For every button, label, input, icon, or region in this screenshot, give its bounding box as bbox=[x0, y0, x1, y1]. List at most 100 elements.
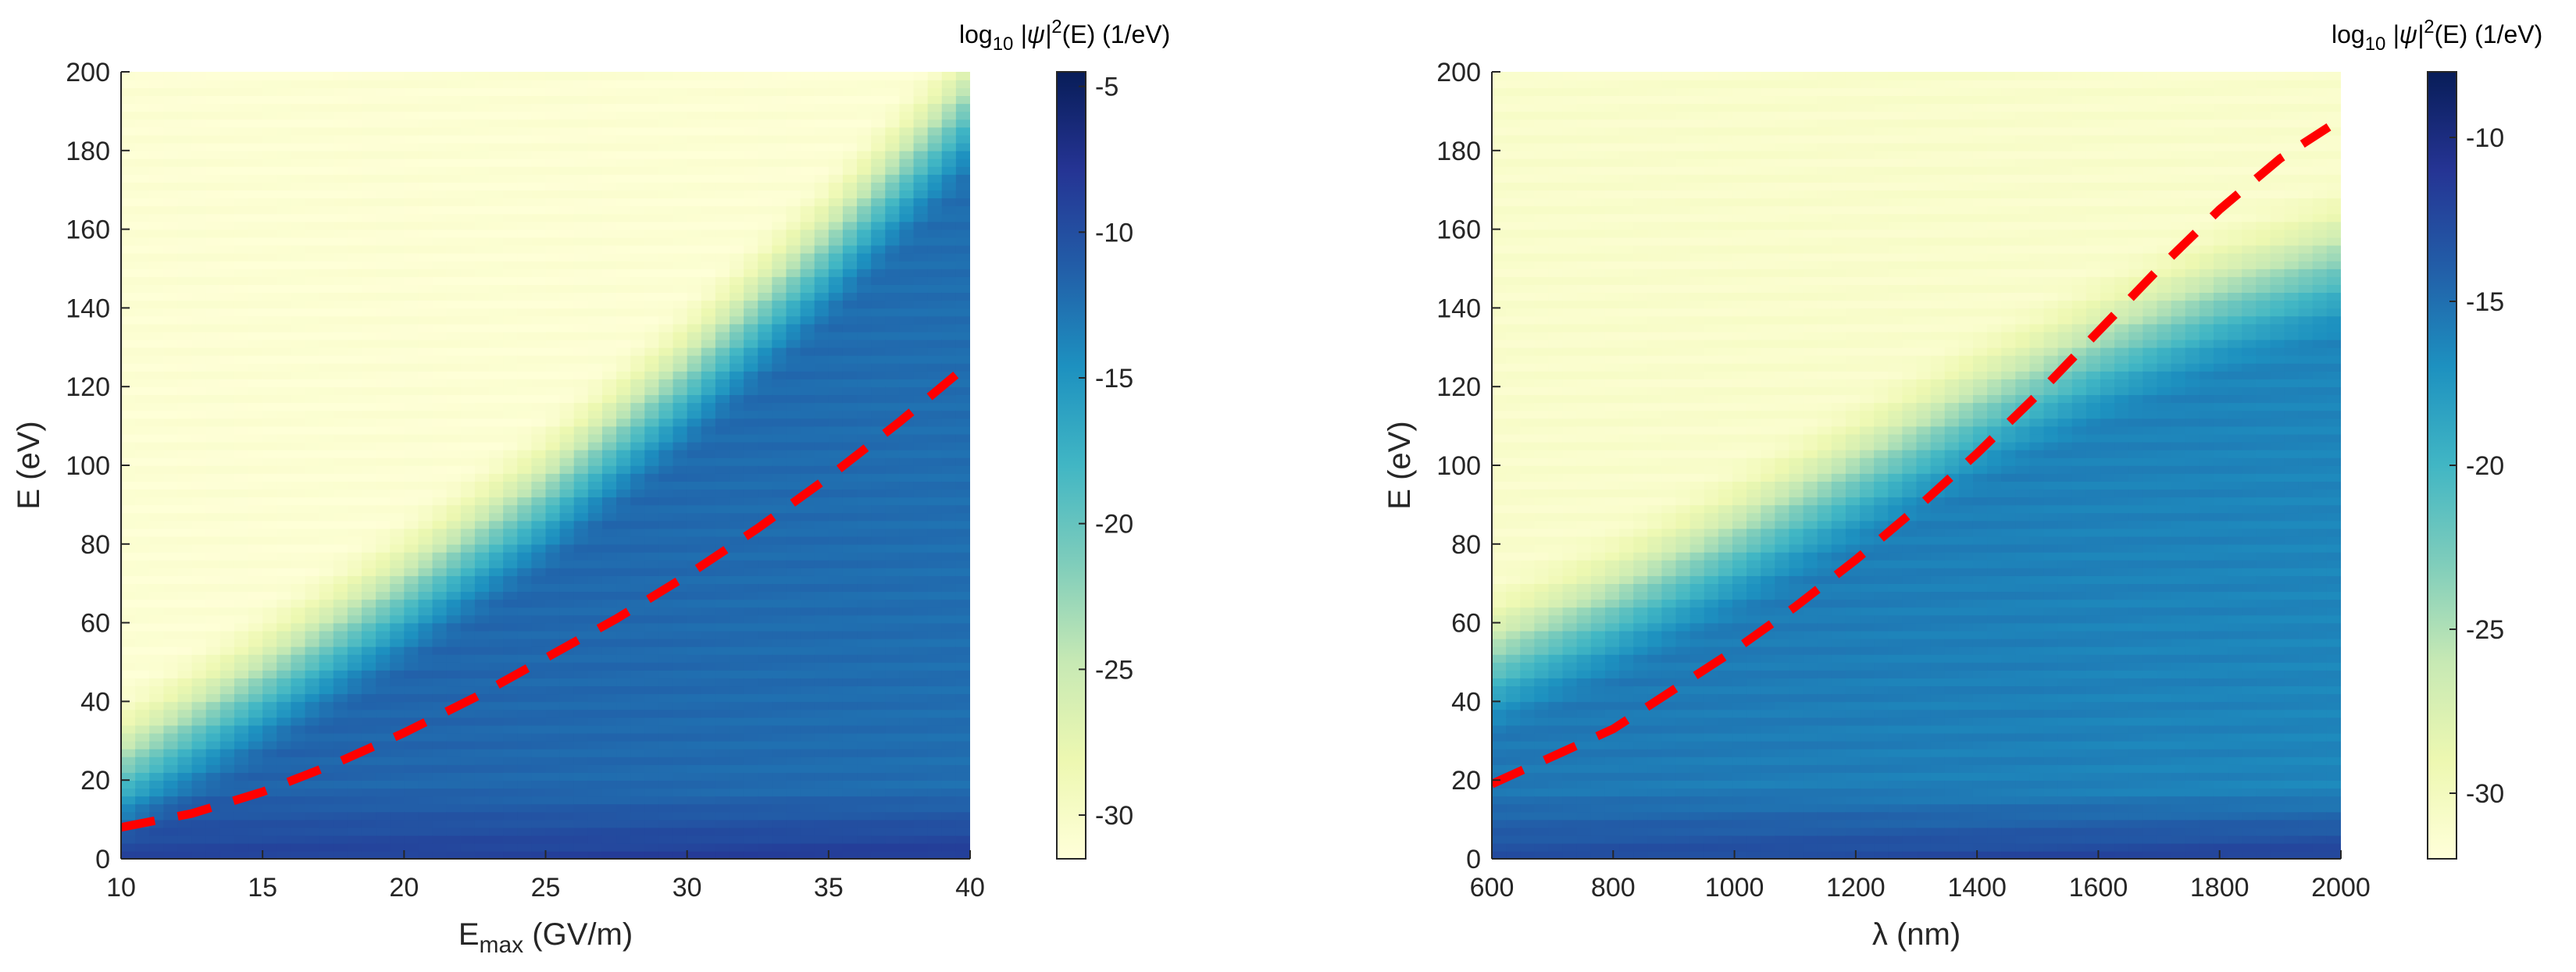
heatmap-cell bbox=[587, 599, 603, 608]
heatmap-cell bbox=[191, 622, 207, 632]
heatmap-cell bbox=[205, 229, 221, 238]
heatmap-cell bbox=[814, 748, 830, 757]
heatmap-cell bbox=[559, 119, 575, 128]
heatmap-cell bbox=[658, 315, 674, 325]
heatmap-cell bbox=[517, 638, 533, 647]
heatmap-cell bbox=[573, 229, 589, 238]
heatmap-cell bbox=[446, 520, 462, 529]
heatmap-cell bbox=[673, 205, 688, 215]
heatmap-cell bbox=[744, 221, 759, 230]
heatmap-cell bbox=[191, 260, 207, 269]
heatmap-cell bbox=[814, 559, 830, 568]
heatmap-cell bbox=[418, 543, 433, 553]
heatmap-cell bbox=[361, 528, 376, 537]
heatmap-cell bbox=[163, 190, 179, 199]
heatmap-cell bbox=[460, 764, 476, 773]
heatmap-cell bbox=[772, 260, 787, 269]
heatmap-cell bbox=[234, 354, 249, 364]
heatmap-cell bbox=[786, 362, 801, 372]
heatmap-cell bbox=[503, 457, 519, 466]
heatmap-cell bbox=[701, 174, 716, 183]
heatmap-cell bbox=[630, 748, 646, 757]
heatmap-cell bbox=[135, 614, 151, 624]
heatmap-cell bbox=[587, 614, 603, 624]
heatmap-cell bbox=[601, 772, 617, 781]
heatmap-cell bbox=[531, 402, 547, 411]
heatmap-cell bbox=[587, 717, 603, 726]
heatmap-cell bbox=[701, 835, 716, 844]
heatmap-cell bbox=[814, 331, 830, 340]
heatmap-cell bbox=[786, 402, 801, 411]
heatmap-cell bbox=[135, 512, 151, 522]
heatmap-cell bbox=[616, 331, 631, 340]
heatmap-cell bbox=[277, 756, 292, 765]
heatmap-cell bbox=[531, 717, 547, 726]
heatmap-cell bbox=[601, 646, 617, 655]
heatmap-cell bbox=[177, 323, 193, 333]
heatmap-cell bbox=[687, 205, 702, 215]
heatmap-cell bbox=[474, 607, 490, 616]
heatmap-cell bbox=[361, 229, 376, 238]
heatmap-cell bbox=[347, 732, 362, 742]
heatmap-cell bbox=[715, 386, 730, 396]
heatmap-cell bbox=[404, 362, 419, 372]
heatmap-cell bbox=[376, 103, 391, 112]
heatmap-cell bbox=[772, 811, 787, 821]
heatmap-cell bbox=[234, 748, 249, 757]
heatmap-cell bbox=[121, 685, 136, 695]
heatmap-cell bbox=[772, 591, 787, 600]
heatmap-cell bbox=[219, 339, 235, 348]
heatmap-cell bbox=[474, 371, 490, 379]
heatmap-cell bbox=[701, 796, 716, 805]
heatmap-cell bbox=[531, 701, 547, 710]
heatmap-cell bbox=[715, 362, 730, 372]
heatmap-cell bbox=[730, 520, 744, 529]
heatmap-cell bbox=[418, 354, 433, 364]
heatmap-cell bbox=[404, 339, 419, 348]
heatmap-cell bbox=[361, 630, 376, 639]
heatmap-cell bbox=[758, 433, 773, 443]
heatmap-cell bbox=[503, 653, 519, 663]
heatmap-cell bbox=[701, 441, 716, 450]
heatmap-cell bbox=[446, 504, 462, 514]
heatmap-cell bbox=[305, 693, 320, 703]
heatmap-cell bbox=[291, 614, 306, 624]
heatmap-cell bbox=[601, 709, 617, 718]
heatmap-cell bbox=[758, 528, 773, 537]
heatmap-cell bbox=[135, 441, 151, 450]
heatmap-cell bbox=[715, 685, 730, 695]
heatmap-cell bbox=[630, 740, 646, 749]
heatmap-cell bbox=[460, 528, 476, 537]
heatmap-cell bbox=[559, 379, 575, 387]
heatmap-cell bbox=[744, 300, 759, 309]
heatmap-cell bbox=[701, 205, 716, 215]
heatmap-cell bbox=[191, 630, 207, 639]
heatmap-cell bbox=[248, 591, 263, 600]
heatmap-cell bbox=[503, 292, 519, 301]
heatmap-cell bbox=[432, 638, 448, 647]
heatmap-cell bbox=[673, 371, 688, 379]
heatmap-cell bbox=[701, 717, 716, 726]
heatmap-cell bbox=[277, 292, 292, 301]
heatmap-cell bbox=[687, 182, 702, 190]
heatmap-cell bbox=[248, 685, 263, 695]
heatmap-cell bbox=[587, 300, 603, 309]
heatmap-cell bbox=[517, 150, 533, 159]
heatmap-cell bbox=[687, 244, 702, 254]
heatmap-cell bbox=[333, 119, 348, 128]
heatmap-cell bbox=[121, 449, 136, 458]
heatmap-cell bbox=[687, 441, 702, 450]
heatmap-cell bbox=[531, 827, 547, 836]
heatmap-cell bbox=[673, 819, 688, 828]
heatmap-cell bbox=[149, 174, 165, 183]
heatmap-cell bbox=[601, 842, 617, 852]
heatmap-cell bbox=[630, 568, 646, 576]
heatmap-cell bbox=[517, 678, 533, 687]
heatmap-cell bbox=[644, 842, 660, 852]
heatmap-cell bbox=[191, 347, 207, 356]
heatmap-cell bbox=[744, 725, 759, 734]
heatmap-cell bbox=[573, 339, 589, 348]
heatmap-cell bbox=[319, 685, 334, 695]
heatmap-cell bbox=[121, 497, 136, 506]
heatmap-cell bbox=[135, 386, 151, 396]
